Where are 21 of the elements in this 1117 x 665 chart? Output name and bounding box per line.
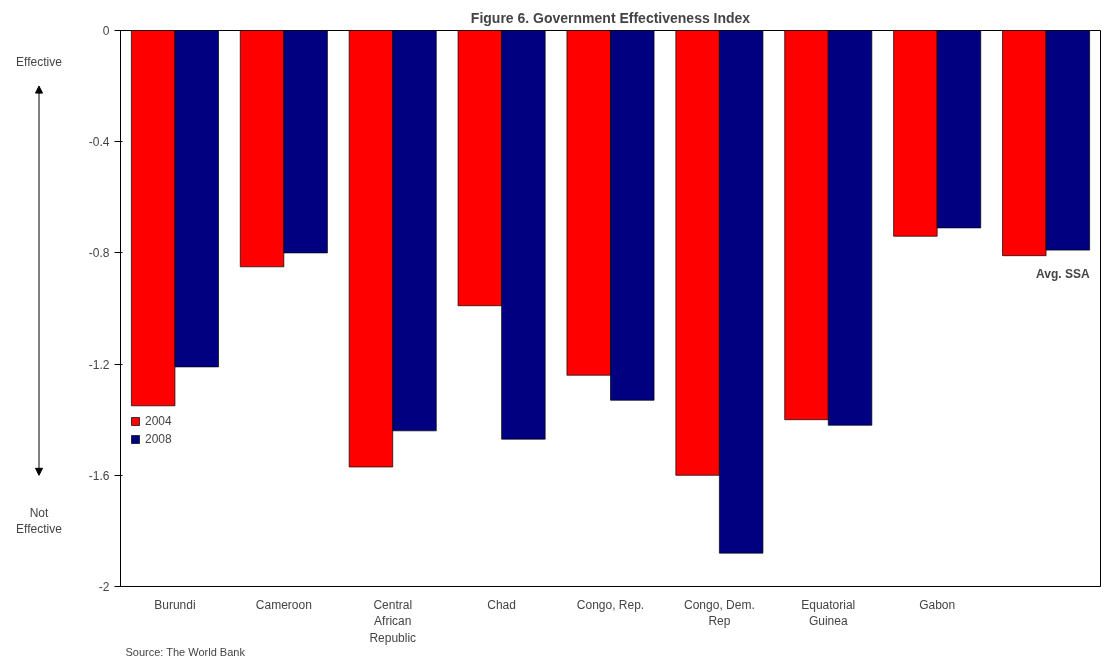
legend-label: 2004 <box>145 414 172 428</box>
x-tick-label: Congo, Rep. <box>576 597 645 612</box>
x-tick-label: Burundi <box>154 597 196 612</box>
x-tick-label: Chad <box>487 597 516 612</box>
text: Not Effective <box>16 505 63 537</box>
x-tick-label: Gabon <box>919 597 956 612</box>
x-tick-label: Equatorial Guinea <box>801 597 856 629</box>
y-tick-label: -1.6 <box>88 468 110 483</box>
text: Effective <box>16 55 63 70</box>
legend-label: 2008 <box>145 432 172 446</box>
y-tick-label: -0.8 <box>88 246 110 261</box>
x-tick-label: Congo, Dem. Rep <box>684 597 755 629</box>
x-tick-label: Cameroon <box>255 597 312 612</box>
chart-title: Figure 6. Government Effectiveness Index <box>470 9 751 26</box>
y-tick-label: -2 <box>98 580 110 594</box>
y-tick-label: -1.2 <box>88 357 110 372</box>
source-note: Source: The World Bank <box>125 645 246 658</box>
y-tick-label: -0.4 <box>88 135 110 150</box>
x-tick-label: Central African Republic <box>369 597 417 646</box>
annotation: Avg. SSA <box>1036 266 1090 281</box>
y-tick-label: 0 <box>102 24 110 38</box>
